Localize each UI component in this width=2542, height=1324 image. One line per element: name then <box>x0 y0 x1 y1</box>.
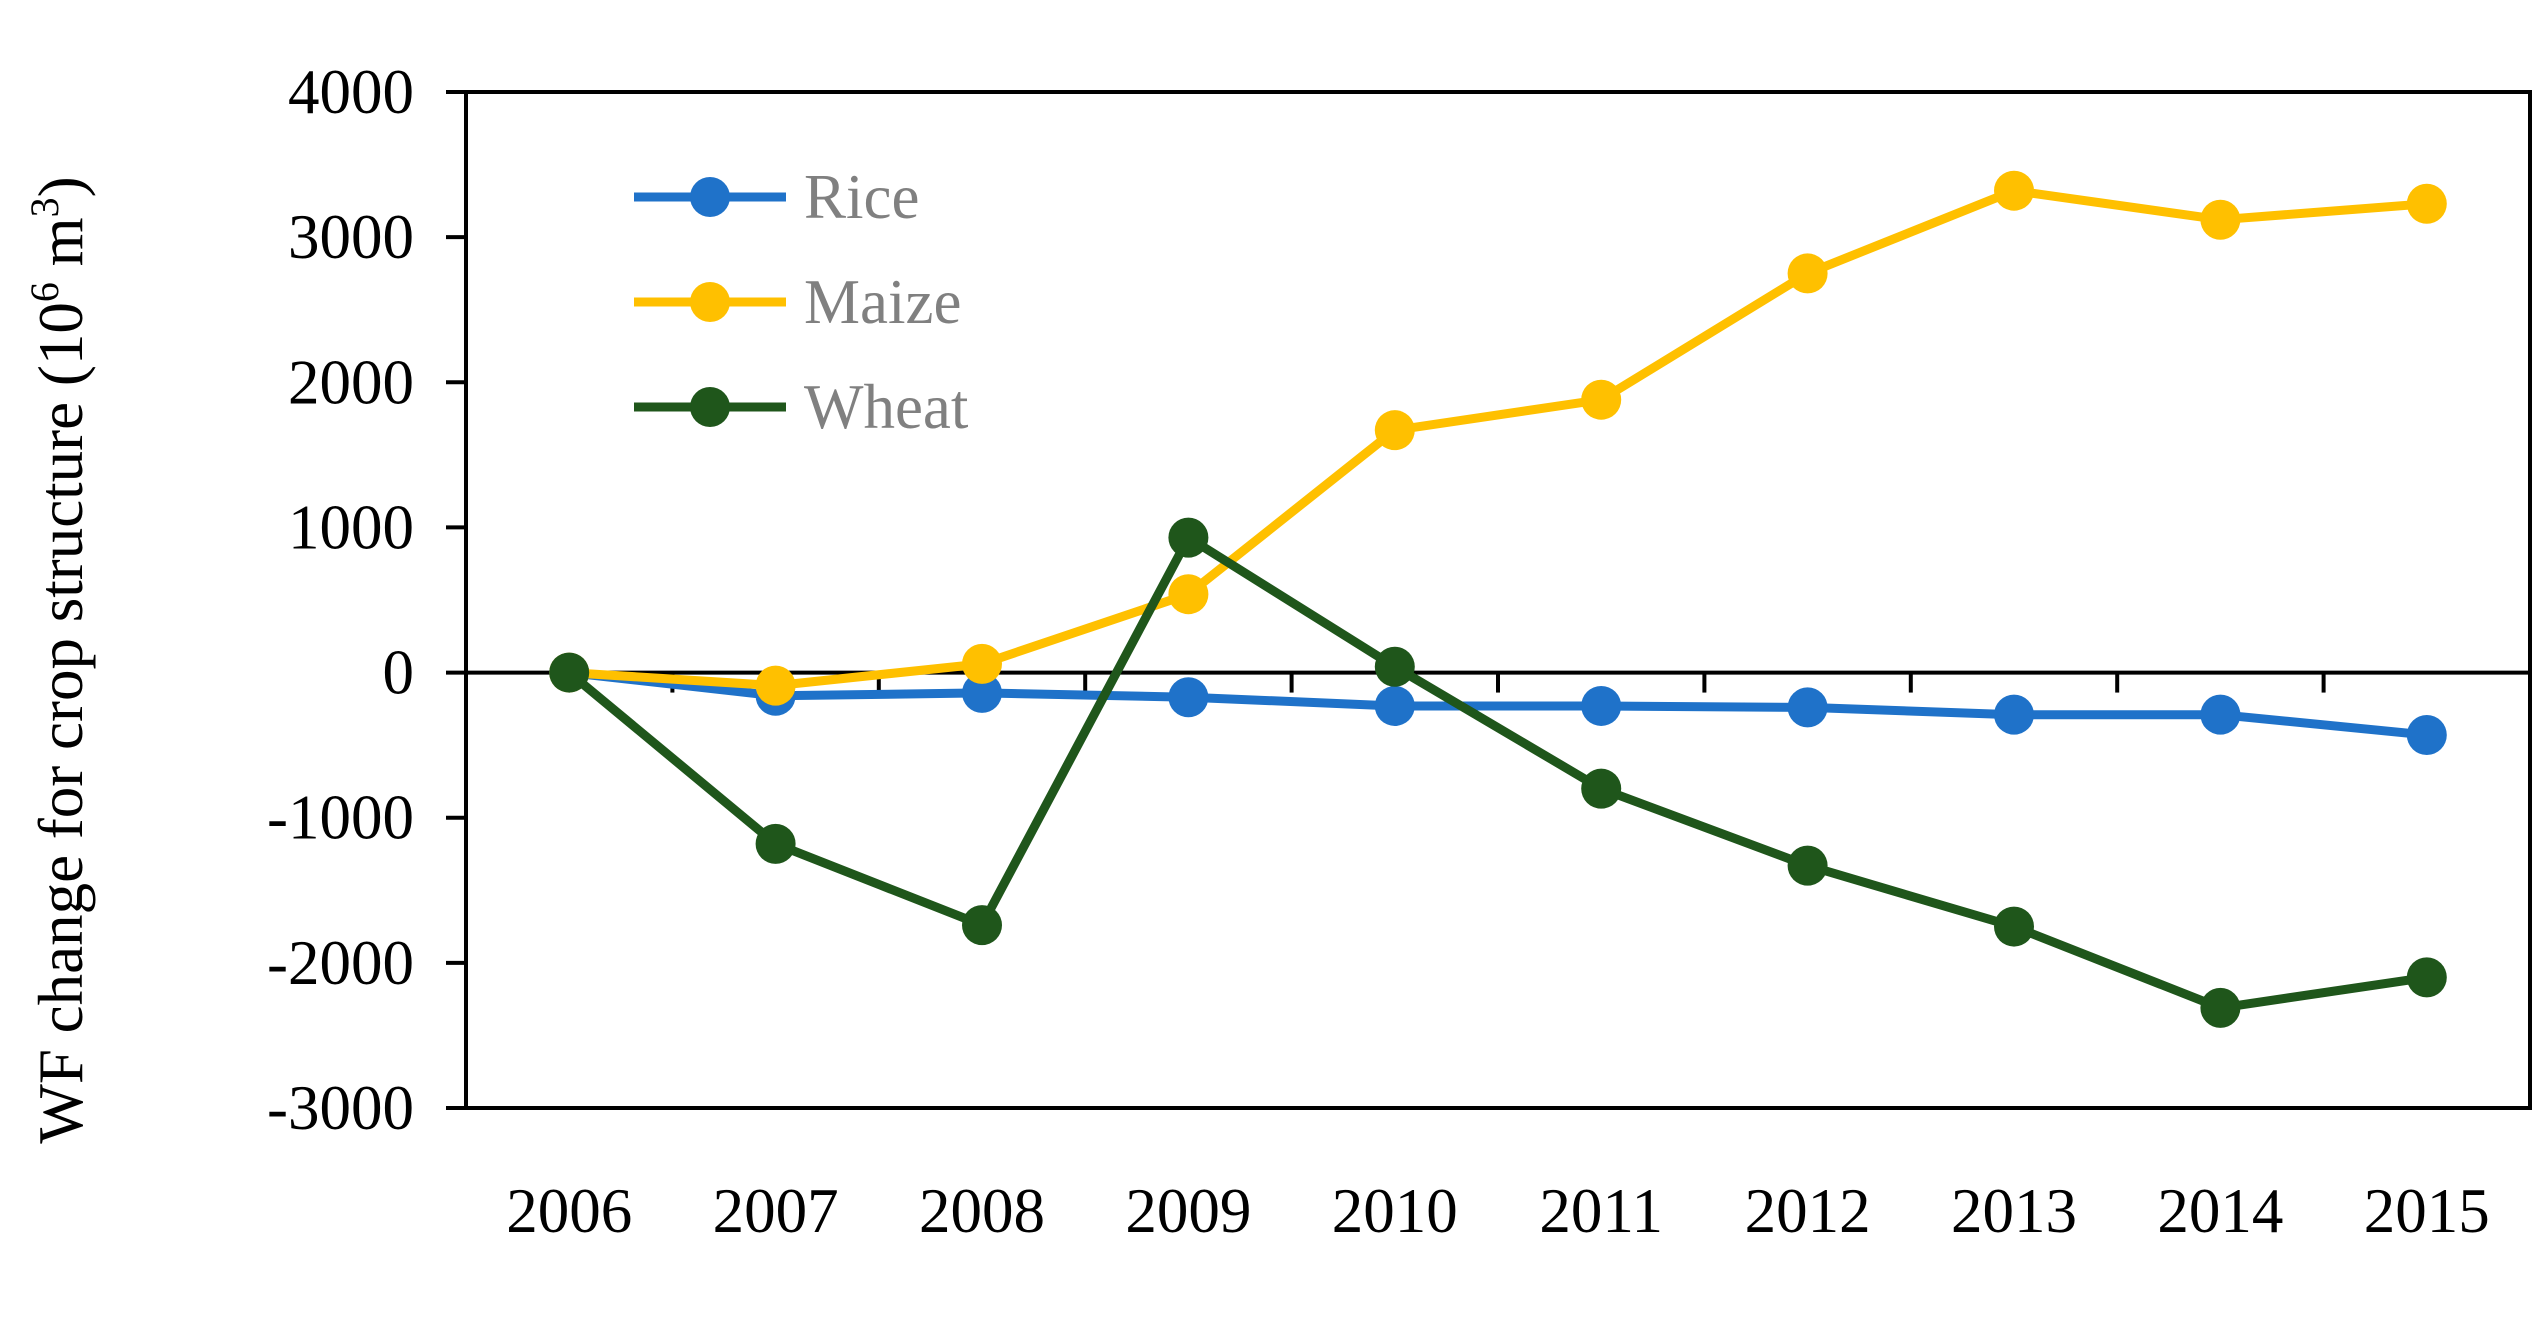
y-axis-title-unit: m <box>26 217 96 282</box>
x-tick-label: 2011 <box>1539 1176 1663 1246</box>
plot-area-border <box>464 90 2532 1110</box>
y-axis-title: WF change for crop structure (106 m3) <box>22 176 96 1143</box>
x-tick-label: 2006 <box>506 1176 632 1246</box>
wheat-point <box>1581 768 1622 809</box>
y-tick-label: 2000 <box>288 347 414 417</box>
maize-point <box>1787 253 1828 294</box>
wheat-point <box>1994 906 2034 947</box>
legend-item-wheat: Wheat <box>634 372 969 442</box>
rice-point <box>2406 714 2447 755</box>
y-tick-label: 3000 <box>288 202 414 272</box>
legend-label-maize: Maize <box>804 267 961 337</box>
wheat-point <box>549 652 590 693</box>
y-axis-ticks: -3000 -2000 -1000 0 1000 2000 3000 4000 <box>267 57 466 1143</box>
maize-point <box>2200 199 2241 240</box>
rice-line <box>568 668 2428 740</box>
y-tick-label: -3000 <box>267 1073 414 1143</box>
wheat-point <box>1787 845 1828 886</box>
maize-line <box>568 186 2428 691</box>
plot-frame <box>464 90 2532 1110</box>
x-tick-label: 2013 <box>1951 1176 2077 1246</box>
legend-swatch-marker-maize <box>690 282 730 322</box>
wheat-point <box>962 905 1002 946</box>
rice-point <box>1168 677 1209 718</box>
x-tick-label: 2009 <box>1125 1176 1251 1246</box>
x-tick-label: 2007 <box>713 1176 839 1246</box>
legend-item-maize: Maize <box>634 267 961 337</box>
x-tick-label: 2010 <box>1332 1176 1458 1246</box>
maize-point <box>1994 170 2034 211</box>
wheat-point <box>1374 646 1415 687</box>
y-tick-label: -1000 <box>267 783 414 853</box>
maize-point <box>1374 410 1415 451</box>
wheat-point <box>2406 957 2447 998</box>
wheat-point <box>2200 987 2241 1028</box>
rice-point <box>962 672 1002 713</box>
data-series <box>549 170 2447 1028</box>
maize-point <box>1581 379 1622 420</box>
y-axis-title-exponent-1: 6 <box>22 282 67 302</box>
y-tick-label: 1000 <box>288 492 414 562</box>
x-tick-label: 2015 <box>2364 1176 2490 1246</box>
y-axis-title-exponent-2: 3 <box>22 197 67 217</box>
legend-swatch-marker-wheat <box>690 387 730 427</box>
maize-point <box>962 643 1002 684</box>
rice-point <box>1787 687 1828 728</box>
legend-label-wheat: Wheat <box>804 372 969 442</box>
x-tick-label: 2014 <box>2157 1176 2283 1246</box>
legend: Rice Maize Wheat <box>634 162 969 442</box>
rice-point <box>1374 685 1415 726</box>
rice-series <box>549 652 2447 755</box>
y-axis-title-text: WF change for crop structure (10 <box>26 302 96 1143</box>
maize-point <box>755 665 796 706</box>
wheat-line <box>566 533 2428 1013</box>
x-tick-label: 2008 <box>919 1176 1045 1246</box>
x-axis-ticks: 2006 2007 2008 2009 2010 2011 2012 2013 2014 2015 <box>464 672 2532 1246</box>
rice-point <box>1994 694 2034 735</box>
y-tick-label: -2000 <box>267 928 414 998</box>
wheat-series <box>549 517 2447 1028</box>
maize-point <box>2406 183 2447 224</box>
rice-point <box>2200 694 2241 735</box>
y-tick-label: 4000 <box>288 57 414 127</box>
y-tick-label: 0 <box>383 638 415 708</box>
legend-swatch-marker-rice <box>690 177 730 217</box>
wheat-point <box>1168 517 1209 558</box>
wheat-point <box>755 823 796 864</box>
legend-item-rice: Rice <box>634 162 919 232</box>
x-tick-label: 2012 <box>1745 1176 1871 1246</box>
rice-point <box>1581 685 1622 726</box>
maize-point <box>1168 574 1209 615</box>
y-axis-title-close: ) <box>26 176 96 197</box>
legend-label-rice: Rice <box>804 162 919 232</box>
